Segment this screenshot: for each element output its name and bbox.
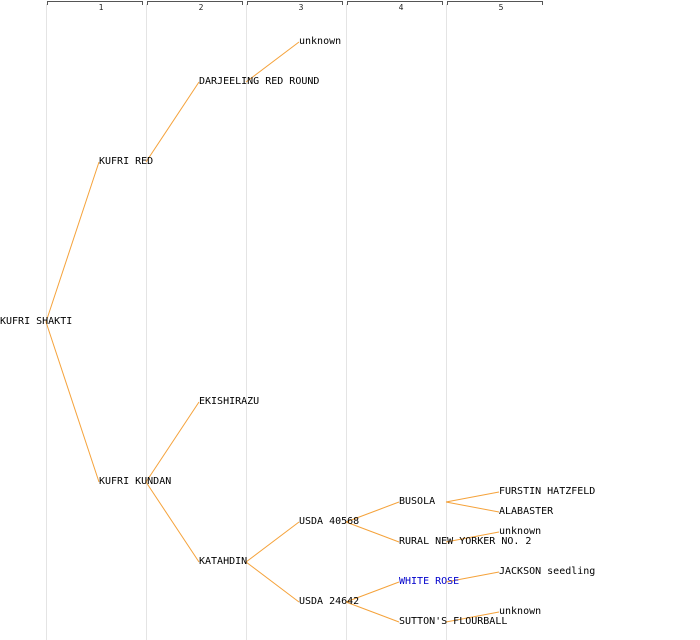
generation-bracket	[47, 1, 143, 5]
connector	[345, 581, 400, 603]
connector	[45, 321, 100, 483]
node-ekishirazu: EKISHIRAZU	[199, 396, 260, 407]
connector	[445, 571, 500, 583]
generation-number-5: 5	[498, 3, 504, 12]
node-white-rose-link[interactable]: WHITE ROSE	[399, 576, 460, 587]
generation-divider	[346, 4, 347, 640]
node-furstin-hatzfeld: FURSTIN HATZFELD	[499, 486, 596, 497]
connector	[145, 481, 200, 563]
node-unknown: unknown	[299, 36, 342, 47]
node-busola: BUSOLA	[399, 496, 436, 507]
node-kufri-kundan: KUFRI KUNDAN	[99, 476, 172, 487]
node-darjeeling-red-round: DARJEELING RED ROUND	[199, 76, 320, 87]
node-unknown: unknown	[499, 606, 542, 617]
node-rural-new-yorker: RURAL NEW YORKER NO. 2	[399, 536, 532, 547]
connector	[445, 531, 500, 543]
generation-bracket	[347, 1, 443, 5]
node-kufri-red: KUFRI RED	[99, 156, 154, 167]
connector	[345, 601, 400, 623]
connector	[245, 521, 300, 563]
generation-number-4: 4	[398, 3, 404, 12]
connector	[145, 81, 200, 163]
generation-divider	[246, 4, 247, 640]
node-usda-40568: USDA 40568	[299, 516, 360, 527]
generation-bracket	[147, 1, 243, 5]
generation-number-3: 3	[298, 3, 304, 12]
connector	[45, 161, 100, 323]
node-kufri-shakti: KUFRI SHAKTI	[0, 316, 73, 327]
generation-divider	[146, 4, 147, 640]
connector	[445, 501, 500, 513]
node-alabaster: ALABASTER	[499, 506, 554, 517]
node-usda-24642: USDA 24642	[299, 596, 360, 607]
node-suttons-flourball: SUTTON'S FLOURBALL	[399, 616, 508, 627]
connector	[145, 401, 200, 483]
connector	[245, 41, 300, 83]
connector	[245, 561, 300, 603]
node-katahdin: KATAHDIN	[199, 556, 248, 567]
connector	[345, 521, 400, 543]
connector	[445, 491, 500, 503]
generation-number-2: 2	[198, 3, 204, 12]
node-jackson-seedling: JACKSON seedling	[499, 566, 596, 577]
generation-divider	[446, 4, 447, 640]
generation-bracket	[247, 1, 343, 5]
connector	[445, 611, 500, 623]
generation-bracket	[447, 1, 543, 5]
connector	[345, 501, 400, 523]
generation-number-1: 1	[98, 3, 104, 12]
node-unknown: unknown	[499, 526, 542, 537]
